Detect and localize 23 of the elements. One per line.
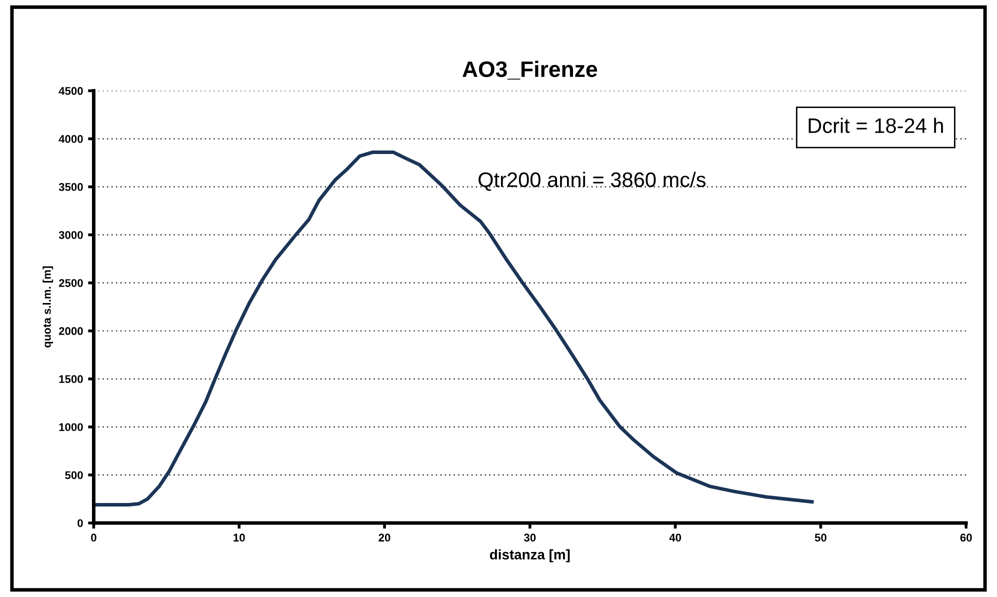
x-tick-label: 60: [960, 534, 972, 542]
y-tick-label: 3500: [58, 183, 83, 191]
y-tick-label: 1000: [59, 423, 83, 432]
x-tick-label: 10: [234, 534, 245, 542]
annotation: Dcrit = 18-24 h: [808, 118, 943, 134]
line-series: [94, 150, 814, 506]
chart-title: AO3_Firenze: [462, 60, 598, 80]
y-tick-label: 3000: [58, 231, 83, 239]
y-axis-title: quota s.l.m. [m]: [42, 266, 54, 348]
annotation: Qtr200 anni = 3860 mc/s: [478, 172, 706, 191]
y-tick-label: 2500: [58, 279, 83, 287]
x-tick-label: 20: [378, 534, 390, 542]
y-tick-label: 500: [65, 471, 83, 480]
x-tick-label: 40: [669, 534, 682, 542]
y-tick-label: 1500: [59, 375, 83, 384]
x-tick-label: 0: [91, 534, 96, 542]
y-tick-label: 0: [78, 519, 83, 528]
x-axis-title: distanza [m]: [490, 549, 570, 562]
y-tick-label: 4500: [58, 87, 83, 95]
x-tick-label: 30: [524, 534, 536, 542]
y-tick-label: 4000: [58, 135, 83, 143]
x-tick-label: 50: [814, 534, 826, 542]
y-tick-label: 2000: [58, 327, 83, 336]
